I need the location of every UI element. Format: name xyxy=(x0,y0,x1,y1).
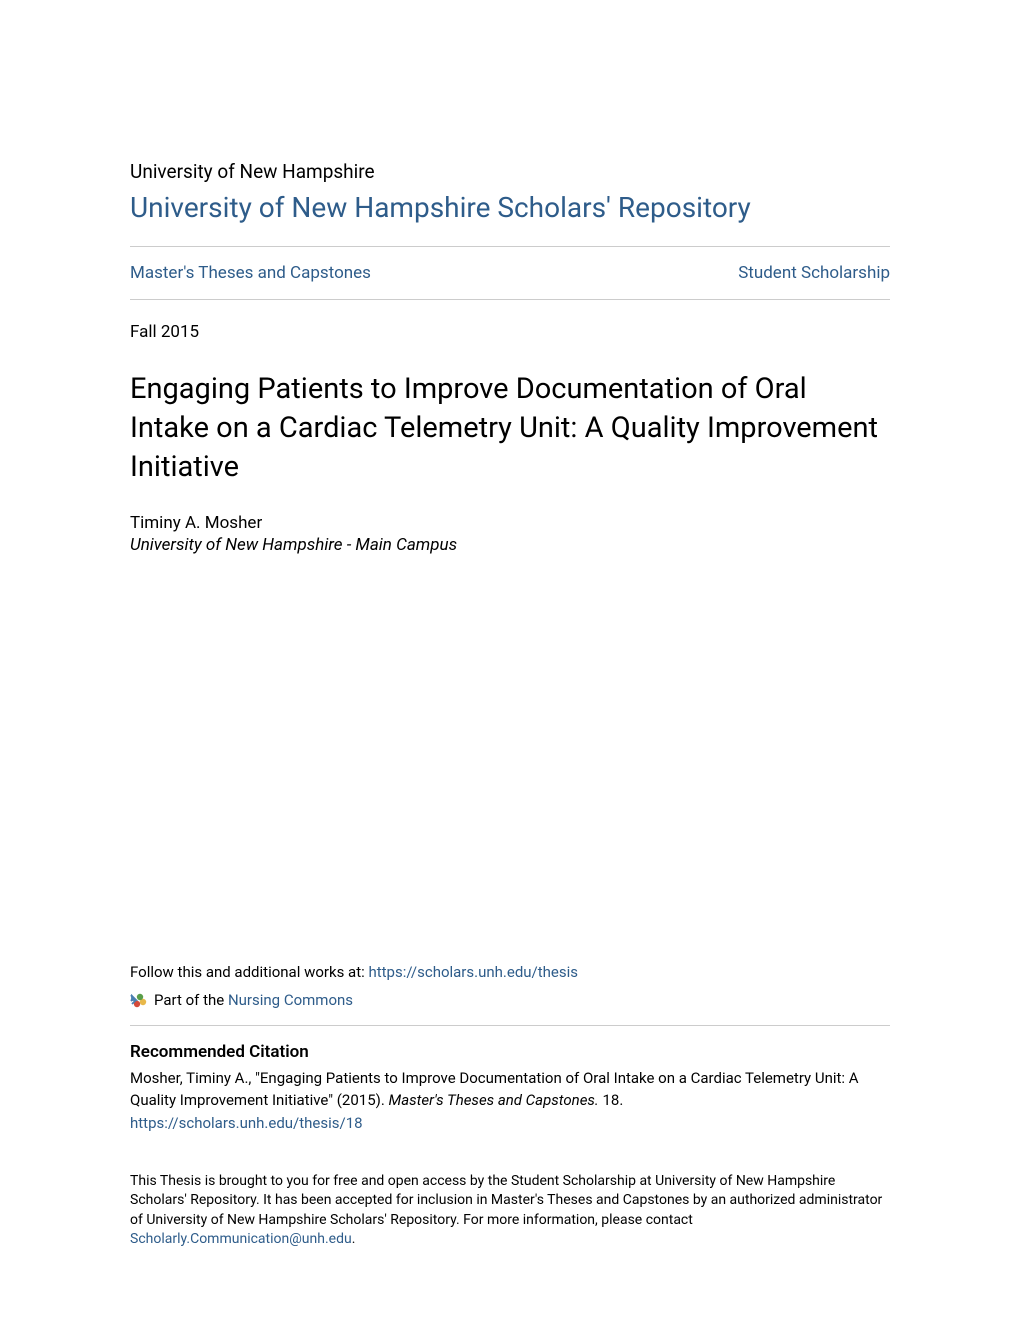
follow-prefix: Follow this and additional works at: xyxy=(130,963,368,981)
network-icon xyxy=(130,991,148,1009)
access-statement: This Thesis is brought to you for free a… xyxy=(130,1172,890,1250)
part-of-prefix: Part of the xyxy=(154,991,228,1009)
citation-text: Mosher, Timiny A., "Engaging Patients to… xyxy=(130,1068,890,1112)
author-affiliation: University of New Hampshire - Main Campu… xyxy=(130,535,890,555)
citation-series: Master's Theses and Capstones. xyxy=(389,1091,599,1109)
access-text-end: . xyxy=(352,1231,356,1247)
citation-url-link[interactable]: https://scholars.unh.edu/thesis/18 xyxy=(130,1114,890,1132)
institution-name: University of New Hampshire xyxy=(130,160,890,183)
breadcrumb: Master's Theses and Capstones Student Sc… xyxy=(130,247,890,299)
breadcrumb-scholarship-link[interactable]: Student Scholarship xyxy=(738,263,890,283)
access-text-body: This Thesis is brought to you for free a… xyxy=(130,1173,882,1228)
spacer xyxy=(130,555,890,963)
part-of-text: Part of the Nursing Commons xyxy=(154,991,353,1009)
breadcrumb-collection-link[interactable]: Master's Theses and Capstones xyxy=(130,263,371,283)
divider-bottom xyxy=(130,299,890,300)
citation-part2: 18. xyxy=(599,1091,624,1109)
author-name: Timiny A. Mosher xyxy=(130,513,890,533)
paper-title: Engaging Patients to Improve Documentati… xyxy=(130,370,890,487)
citation-heading: Recommended Citation xyxy=(130,1042,890,1062)
commons-link[interactable]: Nursing Commons xyxy=(228,991,353,1009)
repository-title[interactable]: University of New Hampshire Scholars' Re… xyxy=(130,191,890,224)
contact-email-link[interactable]: Scholarly.Communication@unh.edu xyxy=(130,1231,352,1247)
publication-date: Fall 2015 xyxy=(130,322,890,342)
divider-citation xyxy=(130,1025,890,1026)
follow-line: Follow this and additional works at: htt… xyxy=(130,963,890,981)
part-of-row: Part of the Nursing Commons xyxy=(130,991,890,1009)
follow-url-link[interactable]: https://scholars.unh.edu/thesis xyxy=(368,963,578,981)
